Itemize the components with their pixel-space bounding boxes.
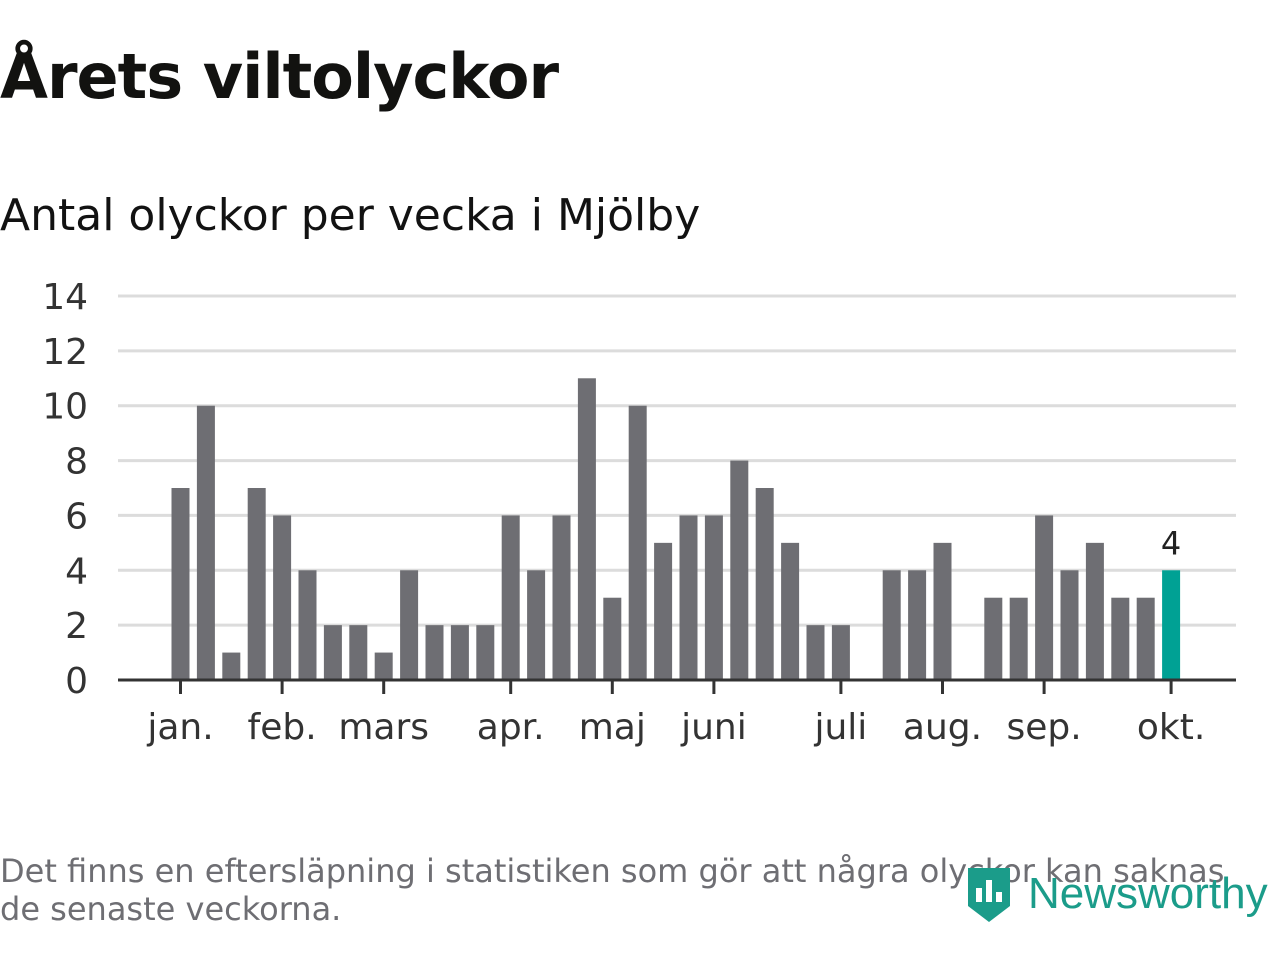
bar	[298, 570, 317, 680]
x-tick-label: jan.	[146, 707, 213, 748]
newsworthy-logo: Newsworthy	[964, 862, 1268, 926]
x-tick-label: apr.	[477, 707, 545, 748]
newsworthy-logo-icon	[968, 868, 1010, 922]
data-labels: 4	[1161, 524, 1181, 562]
bar	[933, 542, 952, 680]
bar	[552, 515, 571, 680]
x-tick-label: juli	[813, 707, 867, 748]
bar	[425, 625, 444, 680]
bar	[984, 597, 1003, 680]
footnote: Det finns en eftersläpning i statistiken…	[0, 852, 1225, 928]
bar	[781, 542, 800, 680]
bar	[1060, 570, 1079, 680]
bars	[171, 378, 1181, 680]
x-tick-label: aug.	[903, 707, 982, 748]
bar	[247, 488, 266, 680]
bar	[349, 625, 368, 680]
bar	[806, 625, 825, 680]
bar	[908, 570, 927, 680]
x-tick-label: feb.	[248, 707, 317, 748]
bar	[654, 542, 673, 680]
x-tick-label: maj	[579, 707, 646, 748]
bar-highlight	[1162, 570, 1181, 680]
chart-subtitle: Antal olyckor per vecka i Mjölby	[0, 190, 701, 241]
bar	[476, 625, 495, 680]
bar	[1136, 597, 1155, 680]
bar	[1035, 515, 1054, 680]
bar	[527, 570, 546, 680]
bar	[1085, 542, 1104, 680]
bar	[628, 405, 647, 680]
y-tick-label: 12	[42, 332, 88, 373]
bar	[196, 405, 215, 680]
x-tick-label: juni	[680, 707, 747, 748]
y-tick-label: 14	[42, 277, 88, 318]
bar	[400, 570, 419, 680]
bar	[577, 378, 596, 680]
y-axis-labels: 0 2 4 6 8 10 12 14	[42, 277, 88, 702]
brand-name: Newsworthy	[1028, 869, 1268, 918]
x-axis: jan. feb. mars apr. maj juni juli aug. sep. okt.	[118, 678, 1236, 748]
bar	[755, 488, 774, 680]
bar	[704, 515, 723, 680]
bar	[323, 625, 342, 680]
highlight-value-label: 4	[1161, 524, 1181, 562]
bar	[603, 597, 622, 680]
bar	[1111, 597, 1130, 680]
y-tick-label: 8	[65, 442, 88, 483]
x-tick-label: sep.	[1006, 707, 1081, 748]
bar	[831, 625, 850, 680]
x-tick-label: okt.	[1137, 707, 1205, 748]
chart-title: Årets viltolyckor	[0, 40, 559, 113]
bar	[1009, 597, 1028, 680]
bar	[679, 515, 698, 680]
bar-chart: 0 2 4 6 8 10 12 14 jan. feb. mars apr. maj juni juli a…	[42, 277, 1236, 748]
x-tick-label: mars	[338, 707, 429, 748]
bar	[882, 570, 901, 680]
y-tick-label: 6	[65, 496, 88, 537]
bar	[171, 488, 190, 680]
bar	[450, 625, 469, 680]
bar	[222, 652, 241, 680]
bar	[730, 460, 749, 680]
y-tick-label: 0	[65, 661, 88, 702]
bar	[501, 515, 520, 680]
y-tick-label: 2	[65, 606, 88, 647]
y-tick-label: 4	[65, 551, 88, 592]
bar	[374, 652, 393, 680]
y-tick-label: 10	[42, 387, 88, 428]
bar	[273, 515, 292, 680]
